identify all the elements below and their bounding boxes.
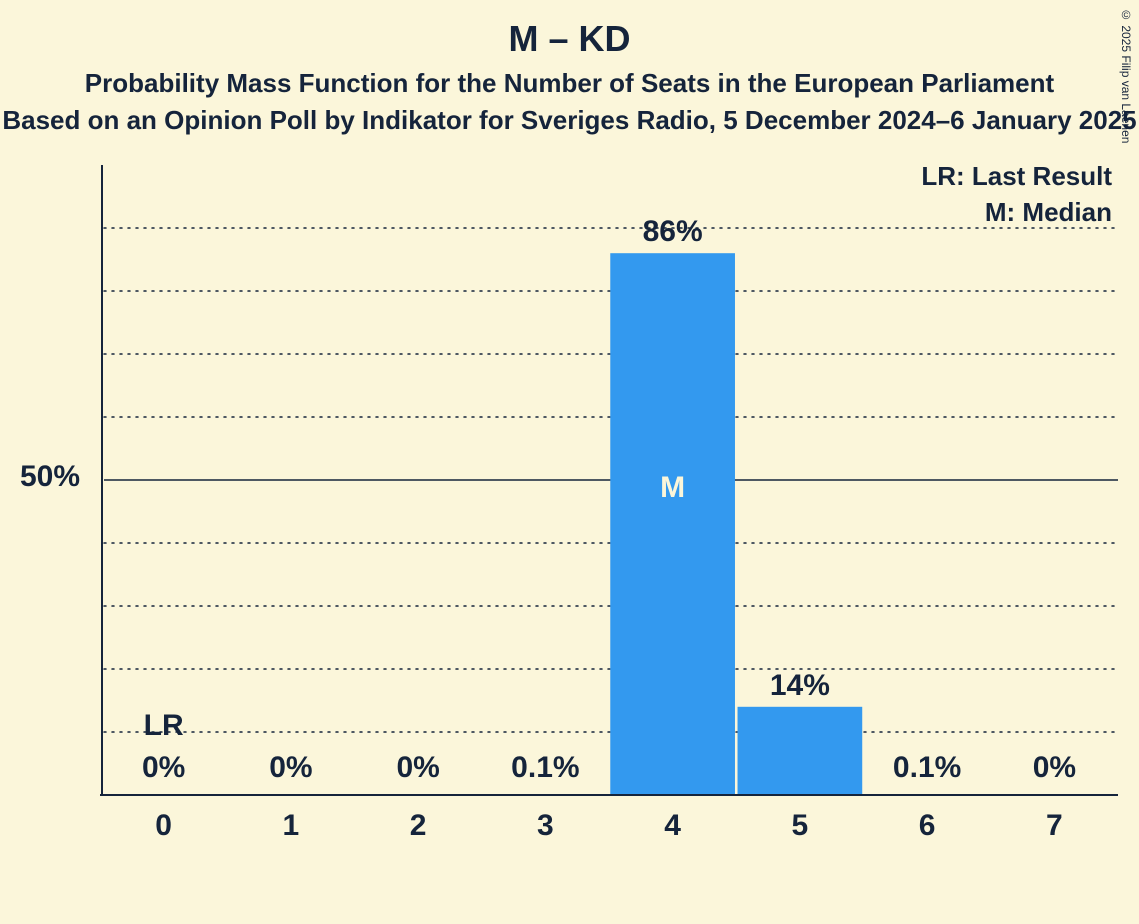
x-tick-label: 6 [919,809,936,842]
lr-annotation: LR [144,709,184,742]
chart-title: M – KD [0,0,1139,60]
x-tick-label: 1 [283,809,300,842]
y-axis-label: 50% [20,460,80,494]
bar-value-label: 0.1% [511,751,579,784]
bar [610,253,735,795]
x-tick-label: 2 [410,809,427,842]
bar-value-label: 0% [142,751,185,784]
x-tick-label: 4 [664,809,681,842]
bar-value-label: 0% [269,751,312,784]
x-tick-label: 3 [537,809,554,842]
chart-svg: 0% LR 0% 0% 0.1% 86% 14% 0.1% 0% M 0 1 2 3 4 5 6 7 LR: Las… [100,165,1118,845]
legend-lr: LR: Last Result [921,165,1112,191]
bar-value-label: 0% [1033,751,1076,784]
legend-median: M: Median [985,197,1112,227]
median-annotation: M [660,471,685,504]
chart-area: 0% LR 0% 0% 0.1% 86% 14% 0.1% 0% M 0 1 2 3 4 5 6 7 LR: Las… [100,165,1118,845]
chart-subtitle2: Based on an Opinion Poll by Indikator fo… [0,105,1139,136]
x-tick-label: 0 [155,809,172,842]
bar [738,707,863,795]
bar-value-label: 14% [770,669,830,702]
bar-value-label: 0% [396,751,439,784]
x-tick-label: 5 [792,809,809,842]
bar-value-label: 86% [643,215,703,248]
bar-value-label: 0.1% [893,751,961,784]
chart-subtitle: Probability Mass Function for the Number… [0,68,1139,99]
copyright-text: © 2025 Filip van Laenen [1119,8,1133,143]
x-tick-label: 7 [1046,809,1063,842]
